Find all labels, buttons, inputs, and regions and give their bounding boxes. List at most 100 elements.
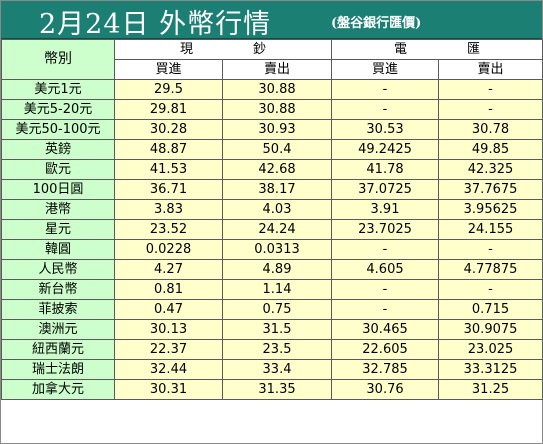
spot-sell-rate: - bbox=[438, 79, 543, 100]
spot-buy-rate: - bbox=[331, 279, 440, 300]
spot-buy-rate: 22.605 bbox=[331, 339, 440, 360]
cash-sell-rate: 4.03 bbox=[221, 199, 333, 220]
cash-buy-rate: 30.28 bbox=[114, 119, 223, 140]
spot-sell-rate: - bbox=[438, 279, 543, 300]
currency-name: 美元50-100元 bbox=[1, 119, 115, 140]
cash-sell-rate: 30.88 bbox=[221, 79, 333, 100]
spot-sell-rate: 49.85 bbox=[438, 139, 543, 160]
currency-name: 瑞士法朗 bbox=[1, 359, 115, 380]
currency-column-header: 幣別 bbox=[1, 39, 115, 80]
table-row: 美元5-20元 29.81 30.88- - bbox=[1, 99, 543, 120]
spot-buy-rate: - bbox=[331, 299, 440, 320]
spot-sell-rate: 31.25 bbox=[438, 379, 543, 400]
currency-name: 人民幣 bbox=[1, 259, 115, 280]
cash-buy-header: 買進 bbox=[114, 59, 223, 80]
cash-buy-rate: 4.27 bbox=[114, 259, 223, 280]
spot-buy-rate: 32.785 bbox=[331, 359, 440, 380]
currency-name: 星元 bbox=[1, 219, 115, 240]
cash-sell-rate: 30.93 bbox=[221, 119, 333, 140]
table-row: 加拿大元 30.31 31.35 30.76 31.25 bbox=[1, 379, 543, 400]
table-row: 韓圓 0.0228 0.0313- - bbox=[1, 239, 543, 260]
currency-name: 港幣 bbox=[1, 199, 115, 220]
currency-name: 新台幣 bbox=[1, 279, 115, 300]
currency-name: 紐西蘭元 bbox=[1, 339, 115, 360]
spot-buy-rate: 30.465 bbox=[331, 319, 440, 340]
cash-sell-rate: 23.5 bbox=[221, 339, 333, 360]
cash-buy-rate: 32.44 bbox=[114, 359, 223, 380]
bank-source-label: (盤谷銀行匯價) bbox=[331, 16, 422, 31]
table-row: 港幣 3.83 4.03 3.91 3.95625 bbox=[1, 199, 543, 220]
cash-sell-rate: 33.4 bbox=[221, 359, 333, 380]
header-row-groups: 幣別 現鈔 電匯 bbox=[1, 39, 543, 80]
table-row: 新台幣 0.81 1.14- - bbox=[1, 279, 543, 300]
spot-buy-rate: - bbox=[331, 79, 440, 100]
cash-sell-rate: 4.89 bbox=[221, 259, 333, 280]
cash-buy-rate: 0.81 bbox=[114, 279, 223, 300]
spot-sell-rate: 33.3125 bbox=[438, 359, 543, 380]
currency-name: 澳洲元 bbox=[1, 319, 115, 340]
header-row-sub: 買進 賣出 買進 賣出 bbox=[2, 59, 543, 80]
table-row: 瑞士法朗 32.44 33.4 32.785 33.3125 bbox=[1, 359, 543, 380]
cash-buy-rate: 22.37 bbox=[114, 339, 223, 360]
cash-sell-rate: 24.24 bbox=[221, 219, 333, 240]
cash-buy-rate: 29.5 bbox=[114, 79, 223, 100]
spot-buy-rate: 30.53 bbox=[331, 119, 440, 140]
currency-name: 菲披索 bbox=[1, 299, 115, 320]
cash-buy-rate: 30.13 bbox=[114, 319, 223, 340]
spot-buy-rate: 23.7025 bbox=[331, 219, 440, 240]
cash-sell-rate: 31.35 bbox=[221, 379, 333, 400]
spot-buy-rate: 3.91 bbox=[331, 199, 440, 220]
cash-sell-header: 賣出 bbox=[221, 59, 333, 80]
title-bar: 2月24日 外幣行情 (盤谷銀行匯價) bbox=[1, 1, 542, 40]
table-row: 美元50-100元 30.28 30.93 30.53 30.78 bbox=[1, 119, 543, 140]
spot-sell-rate: 23.025 bbox=[438, 339, 543, 360]
currency-name: 100日圓 bbox=[1, 179, 115, 200]
spot-sell-rate: 4.77875 bbox=[438, 259, 543, 280]
table-row: 澳洲元 30.13 31.5 30.465 30.9075 bbox=[1, 319, 543, 340]
table-row: 100日圓 36.71 38.17 37.0725 37.7675 bbox=[1, 179, 543, 200]
cash-buy-rate: 36.71 bbox=[114, 179, 223, 200]
currency-name: 加拿大元 bbox=[1, 379, 115, 400]
currency-name: 歐元 bbox=[1, 159, 115, 180]
cash-sell-rate: 0.0313 bbox=[221, 239, 333, 260]
currency-name: 韓圓 bbox=[1, 239, 115, 260]
spot-sell-rate: - bbox=[438, 99, 543, 120]
spot-sell-rate: 42.325 bbox=[438, 159, 543, 180]
cash-sell-rate: 38.17 bbox=[221, 179, 333, 200]
spot-buy-rate: 41.78 bbox=[331, 159, 440, 180]
cash-sell-rate: 0.75 bbox=[221, 299, 333, 320]
cash-sell-rate: 1.14 bbox=[221, 279, 333, 300]
spot-buy-rate: 37.0725 bbox=[331, 179, 440, 200]
cash-buy-rate: 30.31 bbox=[114, 379, 223, 400]
spot-sell-rate: 0.715 bbox=[438, 299, 543, 320]
spot-buy-rate: 49.2425 bbox=[331, 139, 440, 160]
cash-buy-rate: 0.47 bbox=[114, 299, 223, 320]
currency-name: 美元5-20元 bbox=[1, 99, 115, 120]
table-row: 歐元 41.53 42.68 41.78 42.325 bbox=[1, 159, 543, 180]
exchange-rate-table: 幣別 現鈔 電匯 買進 賣出 買進 賣出 美元1元 29.5 30.88- - 美元5-… bbox=[1, 39, 543, 400]
cash-group-header: 現鈔 bbox=[113, 39, 333, 60]
cash-buy-rate: 23.52 bbox=[114, 219, 223, 240]
spot-sell-rate: 30.9075 bbox=[438, 319, 543, 340]
currency-name: 美元1元 bbox=[1, 79, 115, 100]
table-row: 英鎊 48.87 50.4 49.2425 49.85 bbox=[1, 139, 543, 160]
spot-sell-rate: 24.155 bbox=[438, 219, 543, 240]
table-row: 星元 23.52 24.24 23.7025 24.155 bbox=[1, 219, 543, 240]
table-row: 人民幣 4.27 4.89 4.605 4.77875 bbox=[1, 259, 543, 280]
spot-buy-rate: - bbox=[331, 99, 440, 120]
rate-table-body: 美元1元 29.5 30.88- - 美元5-20元 29.81 30.88- - 美元50-1… bbox=[1, 79, 543, 400]
table-row: 菲披索 0.47 0.75-0.715 bbox=[1, 299, 543, 320]
cash-sell-rate: 30.88 bbox=[221, 99, 333, 120]
spot-sell-rate: 3.95625 bbox=[438, 199, 543, 220]
cash-buy-rate: 29.81 bbox=[114, 99, 223, 120]
cash-buy-rate: 0.0228 bbox=[114, 239, 223, 260]
cash-buy-rate: 41.53 bbox=[114, 159, 223, 180]
cash-sell-rate: 50.4 bbox=[221, 139, 333, 160]
spot-sell-header: 賣出 bbox=[438, 59, 543, 80]
cash-buy-rate: 3.83 bbox=[114, 199, 223, 220]
spot-sell-rate: - bbox=[438, 239, 543, 260]
cash-sell-rate: 42.68 bbox=[221, 159, 333, 180]
spot-group-header: 電匯 bbox=[331, 39, 543, 60]
spot-buy-rate: 4.605 bbox=[331, 259, 440, 280]
